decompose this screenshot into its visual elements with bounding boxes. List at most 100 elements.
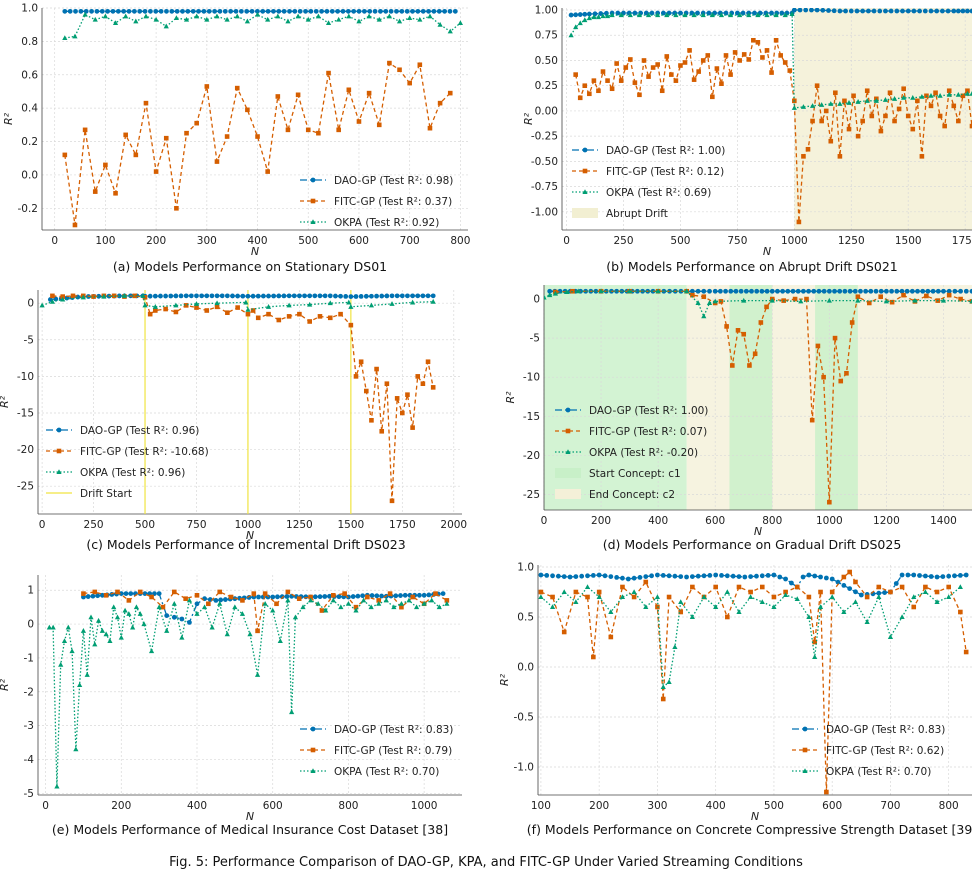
data-point-okpa: [413, 604, 420, 610]
data-point-dao: [632, 10, 638, 16]
data-point-fitc: [700, 58, 706, 63]
data-point-dao: [848, 8, 854, 14]
shaded-region: [815, 285, 858, 510]
data-point-dao: [238, 8, 244, 14]
data-point-okpa: [315, 13, 321, 19]
data-point-dao: [179, 616, 185, 622]
data-point-okpa: [577, 20, 583, 26]
data-point-fitc: [714, 66, 720, 71]
data-point-okpa: [285, 18, 291, 24]
data-point-dao: [695, 10, 700, 16]
legend-marker: [310, 219, 316, 224]
legend-marker: [310, 747, 316, 753]
x-tick-label: 750: [186, 519, 206, 531]
data-point-dao: [567, 574, 573, 580]
data-point-okpa: [133, 18, 139, 24]
data-point-fitc: [160, 604, 166, 610]
data-point-okpa: [591, 14, 597, 20]
data-point-okpa: [69, 648, 75, 654]
data-point-fitc: [346, 87, 352, 93]
y-axis-label: R²: [2, 112, 15, 125]
data-point-okpa: [643, 604, 649, 609]
data-point-dao: [266, 293, 271, 299]
data-point-dao: [260, 8, 266, 14]
legend-label: FITC-GP (Test R²: 0.07): [589, 426, 707, 438]
data-point-okpa: [112, 20, 119, 26]
data-point-dao: [707, 573, 713, 578]
data-point-okpa: [447, 28, 453, 34]
data-point-dao: [941, 288, 946, 294]
legend-label: FITC-GP (Test R²: 0.62): [826, 745, 944, 757]
data-point-fitc: [755, 40, 761, 45]
data-point-dao: [882, 590, 888, 595]
data-point-okpa: [406, 597, 412, 603]
data-point-okpa: [901, 95, 907, 100]
data-point-dao: [621, 10, 626, 16]
data-point-dao: [789, 580, 794, 586]
x-tick-label: 200: [589, 800, 609, 812]
data-point-okpa: [782, 592, 789, 597]
data-point-fitc: [397, 67, 402, 73]
legend: DAO-GP (Test R²: 0.83) FITC-GP (Test R²: …: [792, 724, 945, 778]
data-point-fitc: [650, 65, 656, 70]
data-point-dao: [925, 288, 931, 294]
data-point-dao: [917, 573, 922, 578]
data-point-fitc: [655, 62, 660, 67]
data-point-dao: [877, 8, 883, 14]
data-point-okpa: [141, 621, 147, 627]
data-point-okpa: [755, 12, 761, 18]
data-point-fitc: [623, 65, 629, 70]
data-point-dao: [333, 293, 338, 299]
data-point-fitc: [696, 69, 701, 74]
data-point-dao: [821, 288, 827, 294]
data-point-dao: [826, 8, 831, 13]
data-point-okpa: [800, 104, 807, 109]
data-point-fitc: [946, 584, 951, 590]
data-point-dao: [158, 293, 163, 299]
series-line-fitc: [64, 62, 451, 226]
data-point-fitc: [829, 589, 835, 595]
series-line-fitc: [575, 39, 972, 222]
data-point-okpa: [153, 16, 159, 22]
data-point-fitc: [255, 628, 260, 634]
data-point-dao: [95, 593, 101, 599]
data-point-fitc: [969, 123, 972, 129]
data-point-dao: [965, 8, 970, 14]
data-point-fitc: [234, 85, 240, 91]
data-point-fitc: [719, 81, 724, 86]
data-point-dao: [147, 293, 153, 299]
data-point-okpa: [855, 99, 861, 104]
data-point-okpa: [417, 16, 423, 22]
data-point-fitc: [204, 84, 210, 89]
x-tick-label: 1400: [930, 515, 957, 527]
data-point-fitc: [723, 53, 729, 58]
data-point-dao: [858, 288, 863, 294]
data-point-fitc: [447, 90, 453, 96]
data-point-dao: [930, 288, 936, 294]
data-point-dao: [292, 8, 298, 14]
data-point-dao: [436, 8, 442, 14]
data-point-dao: [672, 573, 678, 579]
data-point-dao: [818, 574, 823, 580]
data-point-dao: [363, 293, 369, 299]
data-point-dao: [582, 11, 588, 17]
data-point-dao: [279, 594, 285, 600]
data-point-dao: [194, 601, 200, 607]
data-point-dao: [447, 8, 453, 14]
data-point-dao: [256, 594, 261, 600]
data-point-okpa: [887, 634, 894, 639]
data-point-okpa: [254, 11, 261, 17]
data-point-fitc: [274, 601, 279, 607]
data-point-fitc: [366, 90, 372, 96]
data-point-dao: [823, 575, 829, 581]
chart-panel-6: 100 200 300 400 500 600 700 800 -1.0 -0.5 0.0 0.5 1.…: [498, 562, 972, 837]
data-point-okpa: [773, 12, 779, 18]
data-point-fitc: [664, 54, 670, 59]
data-point-dao: [812, 573, 818, 579]
data-point-dao: [398, 593, 403, 598]
y-tick-label: 1.0: [21, 3, 38, 15]
data-point-fitc: [115, 589, 120, 595]
data-point-fitc: [295, 92, 301, 98]
data-point-okpa: [80, 628, 87, 633]
data-point-fitc: [937, 113, 943, 119]
